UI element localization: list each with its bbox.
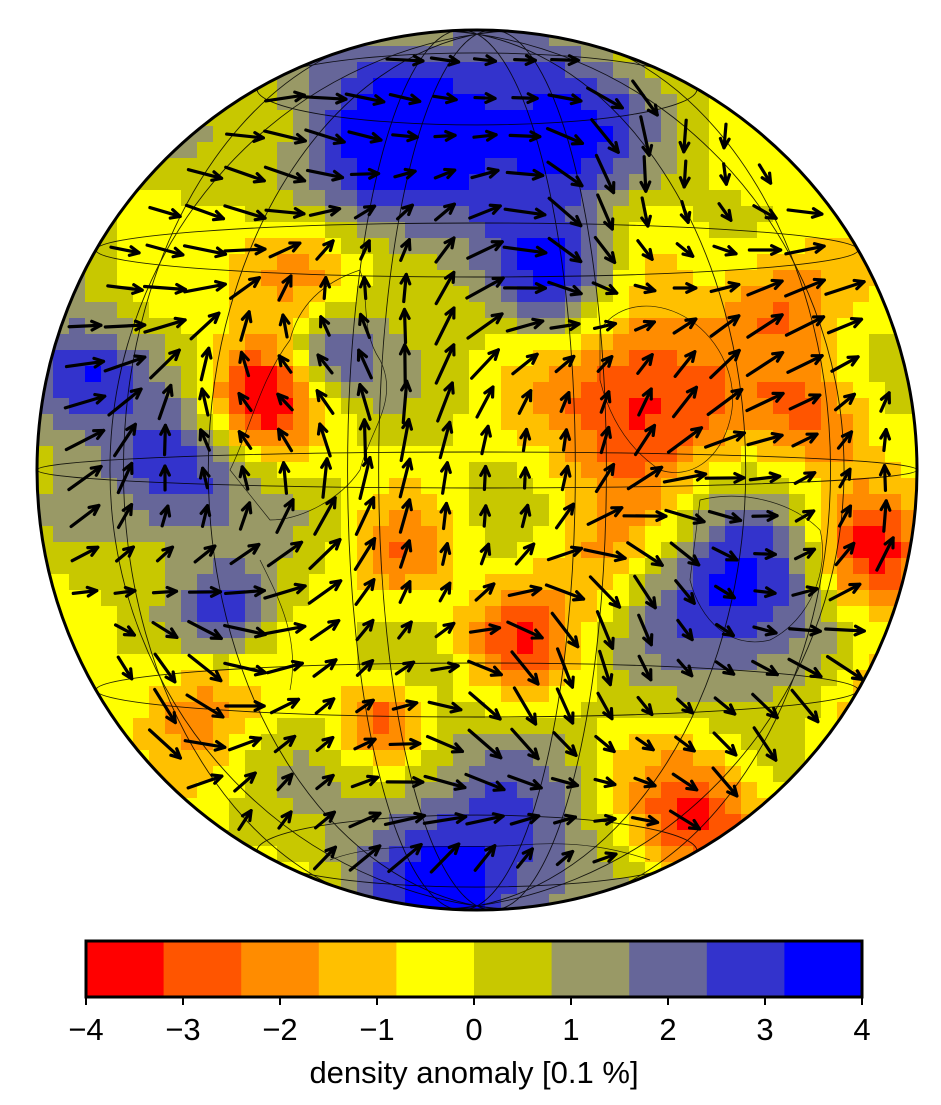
colorbar-swatch [707,941,785,997]
colorbar-label: density anomaly [0.1 %] [309,1055,638,1090]
colorbar-swatches [86,941,863,997]
colorbar-tick-label: −2 [262,1012,297,1047]
colorbar-swatch [629,941,707,997]
colorbar-swatch [241,941,319,997]
colorbar-swatch [319,941,397,997]
colorbar-tick-label: −3 [165,1012,200,1047]
colorbar-tick-label: 1 [562,1012,579,1047]
globe-map [0,0,941,930]
colorbar-swatch [474,941,552,997]
colorbar: −4 −3 −2 −1 0 1 2 3 4 density anomaly [0.1 %] [0,930,941,1100]
colorbar-swatch [396,941,474,997]
globe-svg [0,0,941,930]
colorbar-tick-label: 3 [756,1012,773,1047]
colorbar-swatch [784,941,862,997]
colorbar-swatch [164,941,242,997]
colorbar-tick-label: 4 [853,1012,870,1047]
colorbar-swatch [552,941,630,997]
colorbar-tick-label: −1 [359,1012,394,1047]
colorbar-tick-label: −4 [68,1012,103,1047]
colorbar-ticks: −4 −3 −2 −1 0 1 2 3 4 [68,997,870,1047]
colorbar-tick-label: 2 [659,1012,676,1047]
colorbar-swatch [86,941,164,997]
colorbar-svg: −4 −3 −2 −1 0 1 2 3 4 density anomaly [0.1 %] [0,930,941,1100]
colorbar-tick-label: 0 [465,1012,482,1047]
